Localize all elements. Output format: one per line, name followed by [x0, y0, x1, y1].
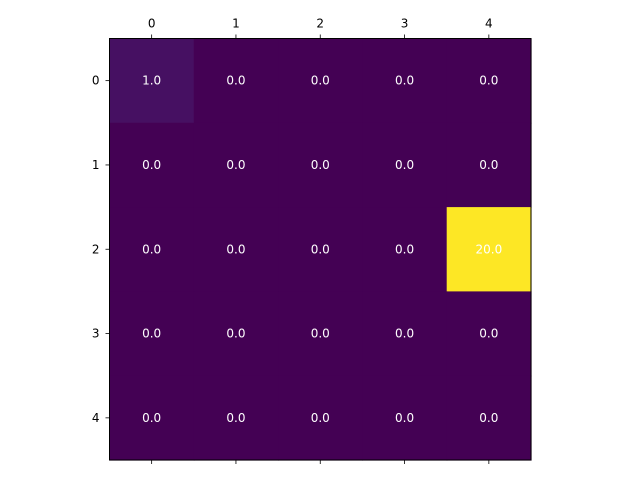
heatmap-cell-r2-c3	[362, 207, 448, 292]
cell-value-label-r2-c1: 0.0	[226, 242, 245, 256]
heatmap-cell-r4-c3	[362, 375, 448, 461]
heatmap-cell-r4-c0	[109, 375, 195, 461]
heatmap-cell-r3-c2	[278, 291, 363, 377]
x-tick-label-4: 4	[485, 17, 493, 31]
cell-value-label-r1-c0: 0.0	[142, 158, 161, 172]
cell-value-label-r4-c0: 0.0	[142, 411, 161, 425]
cell-value-label-r1-c1: 0.0	[226, 158, 245, 172]
heatmap-cell-r2-c1	[193, 207, 279, 292]
heatmap-cell-r0-c1	[193, 38, 279, 124]
heatmap-cell-r1-c0	[109, 122, 195, 208]
y-axis: 0 1 2 3 4	[92, 74, 110, 425]
cell-value-label-r4-c3: 0.0	[395, 411, 414, 425]
x-tick-label-2: 2	[316, 17, 324, 31]
y-tick-label-4: 4	[92, 411, 100, 425]
cell-value-label-r2-c3: 0.0	[395, 242, 414, 256]
y-tick-label-3: 3	[92, 327, 100, 341]
heatmap-cell-r4-c1	[193, 375, 279, 461]
heatmap-cell-r0-c0	[109, 38, 195, 124]
cell-value-label-r0-c3: 0.0	[395, 74, 414, 88]
cell-value-label-r4-c4: 0.0	[479, 411, 498, 425]
y-tick-label-1: 1	[92, 158, 100, 172]
cell-value-label-r3-c0: 0.0	[142, 327, 161, 341]
heatmap-cell-r1-c4	[446, 122, 532, 208]
heatmap-cell-r2-c2	[278, 207, 363, 292]
heatmap-cell-labels: 1.0 0.0 0.0 0.0 0.0 0.0 0.0 0.0 0.0 0.0 0.0 0.0 0.0 0…	[142, 74, 502, 425]
x-tick-label-0: 0	[148, 17, 156, 31]
heatmap-cell-r2-c0	[109, 207, 195, 292]
heatmap-cell-r1-c3	[362, 122, 448, 208]
heatmap-cell-r0-c4	[446, 38, 532, 124]
heatmap-cell-r2-c4	[446, 207, 532, 292]
x-axis: 0 1 2 3 4	[148, 17, 493, 464]
cell-value-label-r3-c2: 0.0	[311, 327, 330, 341]
x-tick-label-3: 3	[401, 17, 409, 31]
y-tick-label-0: 0	[92, 74, 100, 88]
cell-value-label-r1-c2: 0.0	[311, 158, 330, 172]
cell-value-label-r0-c1: 0.0	[226, 74, 245, 88]
cell-value-label-r3-c1: 0.0	[226, 327, 245, 341]
heatmap-cell-r3-c3	[362, 291, 448, 377]
cell-value-label-r4-c1: 0.0	[226, 411, 245, 425]
heatmap-cell-r1-c2	[278, 122, 363, 208]
heatmap-cells	[109, 38, 532, 461]
cell-value-label-r3-c4: 0.0	[479, 327, 498, 341]
heatmap-cell-r3-c1	[193, 291, 279, 377]
cell-value-label-r4-c2: 0.0	[311, 411, 330, 425]
cell-value-label-r0-c4: 0.0	[479, 74, 498, 88]
heatmap-cell-r1-c1	[193, 122, 279, 208]
y-tick-label-2: 2	[92, 242, 100, 256]
cell-value-label-r2-c2: 0.0	[311, 242, 330, 256]
cell-value-label-r3-c3: 0.0	[395, 327, 414, 341]
heatmap-cell-r0-c2	[278, 38, 363, 124]
cell-value-label-r1-c4: 0.0	[479, 158, 498, 172]
cell-value-label-r2-c0: 0.0	[142, 242, 161, 256]
cell-value-label-r2-c4: 20.0	[475, 242, 502, 256]
heatmap-cell-r4-c2	[278, 375, 363, 461]
cell-value-label-r0-c2: 0.0	[311, 74, 330, 88]
heatmap-cell-r3-c4	[446, 291, 532, 377]
cell-value-label-r1-c3: 0.0	[395, 158, 414, 172]
heatmap-cell-r3-c0	[109, 291, 195, 377]
x-tick-label-1: 1	[232, 17, 240, 31]
heatmap-cell-r4-c4	[446, 375, 532, 461]
heatmap-cell-r0-c3	[362, 38, 448, 124]
cell-value-label-r0-c0: 1.0	[142, 74, 161, 88]
